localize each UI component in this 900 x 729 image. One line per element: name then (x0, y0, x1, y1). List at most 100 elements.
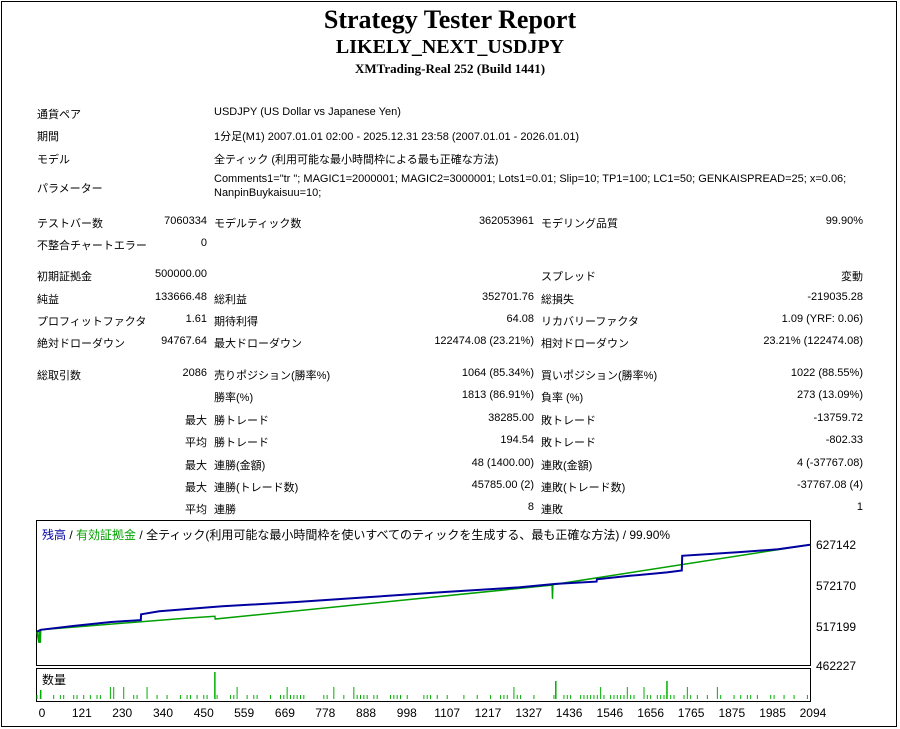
row-drawdown: 絶対ドローダウン 94767.64 最大ドローダウン 122474.08 (23… (0, 333, 900, 351)
row-trades: 総取引数 2086 売りポジション(勝率%) 1064 (85.34%) 買いポ… (0, 365, 900, 383)
y-tick-0: 627142 (816, 538, 857, 552)
row-symbol: 通貨ペア USDJPY (US Dollar vs Japanese Yen) (0, 104, 900, 122)
x-tick-label: 1327 (515, 706, 543, 720)
x-tick-label: 1546 (596, 706, 624, 720)
expected-value: 64.08 (506, 313, 534, 325)
x-tick-label: 2094 (799, 706, 827, 720)
avg-loss-value: -802.33 (825, 434, 863, 446)
deposit-label: 初期証拠金 (37, 271, 92, 283)
model-label: モデル (37, 154, 70, 166)
pf-value: 1.61 (185, 313, 207, 325)
symbol-label: 通貨ペア (37, 109, 81, 121)
avg-cons-win-value: 8 (527, 501, 534, 513)
abs-dd-value: 94767.64 (161, 335, 207, 347)
x-tick-label: 230 (112, 706, 133, 720)
expert-name: LIKELY_NEXT_USDJPY (335, 36, 565, 58)
row-params: パラメーター (0, 178, 900, 196)
symbol-value: USDJPY (US Dollar vs Japanese Yen) (214, 106, 401, 118)
row-cons-count: 最大 連勝(トレード数) 45785.00 (2) 連敗(トレード数) -377… (0, 477, 900, 495)
cons-count-word: 最大 (185, 482, 207, 494)
gross-profit-value: 352701.76 (482, 291, 534, 303)
x-tick-label: 1875 (718, 706, 746, 720)
mismatch-value: 0 (200, 237, 207, 249)
trades-value: 2086 (182, 367, 207, 379)
avg-loss-label: 敗トレード (541, 437, 596, 449)
rel-dd-label: 相対ドローダウン (541, 338, 629, 350)
period-label: 期間 (37, 131, 59, 143)
long-label: 買いポジション(勝率%) (541, 370, 658, 382)
cons-win-cnt-value: 45785.00 (2) (471, 479, 534, 491)
legend-equity: 有効証拠金 (76, 528, 137, 542)
win-pct-label: 勝率(%) (214, 392, 254, 404)
cons-loss-amt-value: 4 (-37767.08) (796, 457, 863, 469)
x-tick-label: 340 (152, 706, 173, 720)
legend-quality: 99.90% (629, 528, 671, 542)
cons-win-cnt-label: 連勝(トレード数) (214, 482, 299, 494)
win-pct-value: 1813 (86.91%) (461, 389, 534, 401)
row-average: 平均 勝トレード 194.54 敗トレード -802.33 (0, 432, 900, 450)
cons-win-amt-label: 連勝(金額) (214, 460, 266, 472)
avg-cons-loss-value: 1 (856, 501, 863, 513)
avg-win-label: 勝トレード (214, 437, 269, 449)
average-word: 平均 (185, 437, 207, 449)
y-tick-2: 517199 (816, 620, 857, 634)
largest-win-value: 38285.00 (488, 412, 534, 424)
model-value: 全ティック (利用可能な最小時間枠による最も正確な方法) (214, 154, 499, 166)
spread-label: スプレッド (541, 271, 596, 283)
params-label: パラメーター (37, 183, 103, 195)
row-bars: テストバー数 7060334 モデルティック数 362053961 モデリング品… (0, 213, 900, 231)
short-label: 売りポジション(勝率%) (214, 370, 331, 382)
period-value: 1分足(M1) 2007.01.01 02:00 - 2025.12.31 23… (214, 131, 580, 143)
avg-win-value: 194.54 (500, 434, 534, 446)
loss-pct-value: 273 (13.09%) (796, 389, 863, 401)
gross-profit-label: 総利益 (214, 294, 247, 306)
x-tick-label: 559 (234, 706, 255, 720)
row-deposit: 初期証拠金 500000.00 スプレッド 変動 (0, 266, 900, 284)
bars-label: テストバー数 (37, 218, 103, 230)
gross-loss-label: 総損失 (541, 294, 574, 306)
expected-label: 期待利得 (214, 316, 258, 328)
series-line-balance (36, 543, 811, 633)
abs-dd-label: 絶対ドローダウン (37, 338, 125, 350)
largest-loss-label: 敗トレード (541, 415, 596, 427)
y-tick-3: 462227 (816, 659, 857, 673)
x-tick-label: 1436 (555, 706, 583, 720)
row-net: 純益 133666.48 総利益 352701.76 総損失 -219035.2… (0, 289, 900, 307)
cons-loss-cnt-value: -37767.08 (4) (796, 479, 863, 491)
ticks-value: 362053961 (478, 215, 534, 227)
x-tick-label: 1765 (677, 706, 705, 720)
x-tick-label: 450 (193, 706, 214, 720)
legend-balance: 残高 (42, 528, 67, 542)
row-model: モデル 全ティック (利用可能な最小時間枠による最も正確な方法) (0, 149, 900, 167)
largest-loss-value: -13759.72 (813, 412, 863, 424)
x-tick-label: 1985 (759, 706, 786, 720)
short-value: 1064 (85.34%) (461, 367, 534, 379)
trades-label: 総取引数 (37, 370, 81, 382)
mismatch-label: 不整合チャートエラー (37, 240, 147, 252)
params-value: Comments1="tr "; MAGIC1=2000001; MAGIC2=… (214, 173, 847, 199)
legend-model: 全ティック(利用可能な最小時間枠を使いすべてのティックを生成する、最も正確な方法… (146, 528, 620, 542)
x-tick-label: 121 (71, 706, 92, 720)
chart-legend: 残高 / 有効証拠金 / 全ティック(利用可能な最小時間枠を使いすべてのティック… (42, 526, 670, 543)
x-tick-label: 1656 (637, 706, 665, 720)
avg-cons-loss-label: 連敗 (541, 504, 563, 516)
net-label: 純益 (37, 294, 59, 306)
x-tick-label: 0 (38, 706, 46, 720)
ticks-label: モデルティック数 (214, 218, 302, 230)
x-tick-label: 998 (396, 706, 417, 720)
bars-value: 7060334 (164, 215, 207, 227)
max-dd-value: 122474.08 (23.21%) (434, 335, 534, 347)
volume-label: 数量 (42, 673, 67, 687)
spread-value: 変動 (841, 271, 863, 283)
x-tick-label: 669 (274, 706, 295, 720)
quality-label: モデリング品質 (541, 218, 618, 230)
series-line-equity (36, 543, 811, 643)
x-tick-label: 1217 (474, 706, 502, 720)
row-largest: 最大 勝トレード 38285.00 敗トレード -13759.72 (0, 410, 900, 428)
gross-loss-value: -219035.28 (807, 291, 863, 303)
row-avg-cons: 平均 連勝 8 連敗 1 (0, 499, 900, 517)
cons-loss-amt-label: 連敗(金額) (541, 460, 593, 472)
legend-sep-2: / (139, 528, 143, 542)
